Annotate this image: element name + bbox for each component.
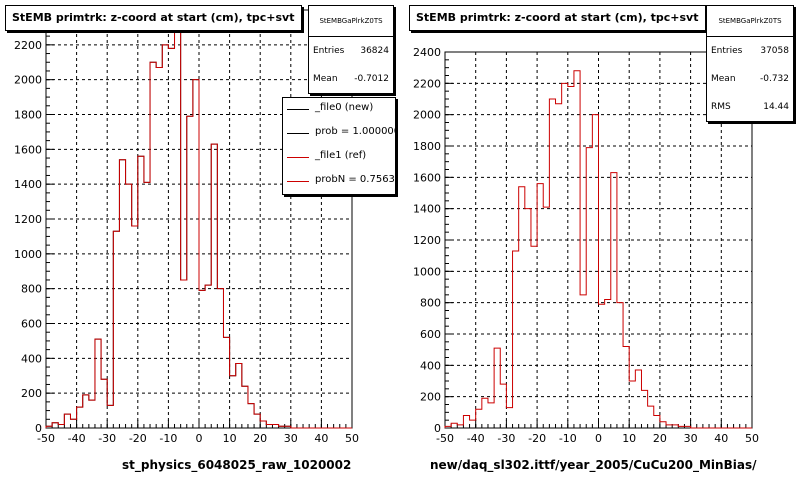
right-y-tick-label: 0: [434, 422, 441, 435]
legend-line-marker: [287, 181, 309, 182]
left-legend: _file0 (new) prob = 1.000000 _file1 (ref…: [282, 97, 396, 195]
right-chart-title: StEMB primtrk: z-coord at start (cm), tp…: [409, 5, 706, 31]
left-chart-title: StEMB primtrk: z-coord at start (cm), tp…: [5, 5, 302, 31]
left-x-tick-label: 20: [253, 432, 267, 445]
right-x-tick-label: 30: [684, 432, 698, 445]
right-y-tick-label: 2000: [413, 109, 441, 122]
left-x-tick-label: -10: [159, 432, 177, 445]
left-stats-label: Entries: [313, 46, 345, 56]
left-stats-box: StEMBGaPlrkZ0TS Entries 36824 Mean -0.70…: [308, 5, 394, 94]
right-x-tick-label: 50: [745, 432, 759, 445]
right-x-tick-label: 0: [595, 432, 602, 445]
right-y-tick-label: 200: [420, 391, 441, 404]
right-y-tick-label: 1200: [413, 234, 441, 247]
left-stats-name: StEMBGaPlrkZ0TS: [309, 6, 393, 37]
legend-line-marker: [287, 109, 309, 110]
left-histogram-svg: 0200400600800100012001400160018002000220…: [14, 9, 359, 445]
right-x-tick-label: 10: [622, 432, 636, 445]
left-stats-label: Mean: [313, 74, 338, 84]
left-x-tick-label: -40: [68, 432, 86, 445]
right-stats-value: 14.44: [763, 102, 789, 112]
right-y-tick-label: 1600: [413, 171, 441, 184]
left-x-tick-label: 40: [314, 432, 328, 445]
right-stats-row-mean: Mean -0.732: [707, 65, 793, 93]
left-x-tick-label: 50: [345, 432, 359, 445]
right-y-tick-label: 800: [420, 297, 441, 310]
right-y-tick-label: 1800: [413, 140, 441, 153]
legend-entry-label: prob = 1.000000: [315, 126, 396, 137]
left-y-tick-label: 800: [21, 283, 42, 296]
left-y-tick-label: 1400: [14, 178, 42, 191]
legend-entry: probN = 0.756300: [283, 170, 395, 194]
left-x-tick-label: -30: [98, 432, 116, 445]
left-y-tick-label: 0: [35, 422, 42, 435]
left-y-tick-label: 1200: [14, 213, 42, 226]
right-x-tick-label: 20: [653, 432, 667, 445]
left-x-tick-label: -20: [129, 432, 147, 445]
right-x-tick-label: -40: [467, 432, 485, 445]
left-x-tick-label: -50: [37, 432, 55, 445]
right-stats-label: Entries: [711, 46, 743, 56]
right-y-tick-label: 1400: [413, 203, 441, 216]
left-x-tick-label: 30: [284, 432, 298, 445]
left-stats-row-entries: Entries 36824: [309, 37, 393, 65]
left-stats-value: -0.7012: [354, 74, 389, 84]
right-x-tick-label: -10: [559, 432, 577, 445]
right-y-tick-label: 2400: [413, 46, 441, 59]
legend-line-marker: [287, 157, 309, 158]
left-y-tick-label: 600: [21, 318, 42, 331]
right-stats-name: StEMBGaPlrkZ0TS: [707, 6, 793, 37]
left-stats-value: 36824: [360, 46, 389, 56]
right-x-tick-label: -50: [436, 432, 454, 445]
legend-entry-label: probN = 0.756300: [315, 174, 395, 185]
right-series-0-histogram: [444, 70, 752, 429]
right-y-tick-label: 400: [420, 359, 441, 372]
legend-line-marker: [287, 133, 309, 134]
right-stats-row-entries: Entries 37058: [707, 37, 793, 65]
left-y-tick-label: 1800: [14, 109, 42, 122]
right-x-axis-label: new/daq_sl302.ittf/year_2005/CuCu200_Min…: [430, 458, 757, 472]
left-chart-panel: 0 200 400 600 800 1000 1200 1400 1600 1800 2000 220…: [5, 5, 396, 472]
right-chart-panel: 0 200 400 600 800 1000 1200 1400 1600 1800 2000 220…: [400, 0, 800, 480]
right-stats-label: Mean: [711, 74, 736, 84]
left-y-tick-label: 1600: [14, 143, 42, 156]
left-stats-row-mean: Mean -0.7012: [309, 65, 393, 93]
right-stats-value: 37058: [760, 46, 789, 56]
legend-entry: _file1 (ref): [283, 146, 395, 170]
right-y-tick-label: 600: [420, 328, 441, 341]
left-y-tick-label: 400: [21, 352, 42, 365]
left-y-tick-label: 200: [21, 387, 42, 400]
right-stats-box: StEMBGaPlrkZ0TS Entries 37058 Mean -0.73…: [706, 5, 794, 122]
left-y-tick-label: 2000: [14, 74, 42, 87]
right-stats-row-rms: RMS 14.44: [707, 93, 793, 121]
right-stats-value: -0.732: [759, 74, 789, 84]
right-stats-label: RMS: [711, 102, 731, 112]
left-series-1-histogram: [45, 30, 352, 429]
legend-entry: _file0 (new): [283, 98, 395, 122]
legend-entry-label: _file0 (new): [315, 102, 374, 113]
legend-entry-label: _file1 (ref): [315, 150, 367, 161]
right-histogram-svg: 0200400600800100012001400160018002000220…: [413, 46, 759, 445]
right-x-tick-label: -20: [528, 432, 546, 445]
legend-entry: prob = 1.000000: [283, 122, 395, 146]
right-y-tick-label: 1000: [413, 265, 441, 278]
left-x-axis-label: st_physics_6048025_raw_1020002: [122, 458, 352, 472]
right-x-tick-label: -30: [497, 432, 515, 445]
right-y-tick-label: 2200: [413, 77, 441, 90]
left-y-tick-label: 1000: [14, 248, 42, 261]
left-y-tick-label: 2200: [14, 39, 42, 52]
left-x-tick-label: 10: [223, 432, 237, 445]
right-x-tick-label: 40: [714, 432, 728, 445]
left-x-tick-label: 0: [196, 432, 203, 445]
